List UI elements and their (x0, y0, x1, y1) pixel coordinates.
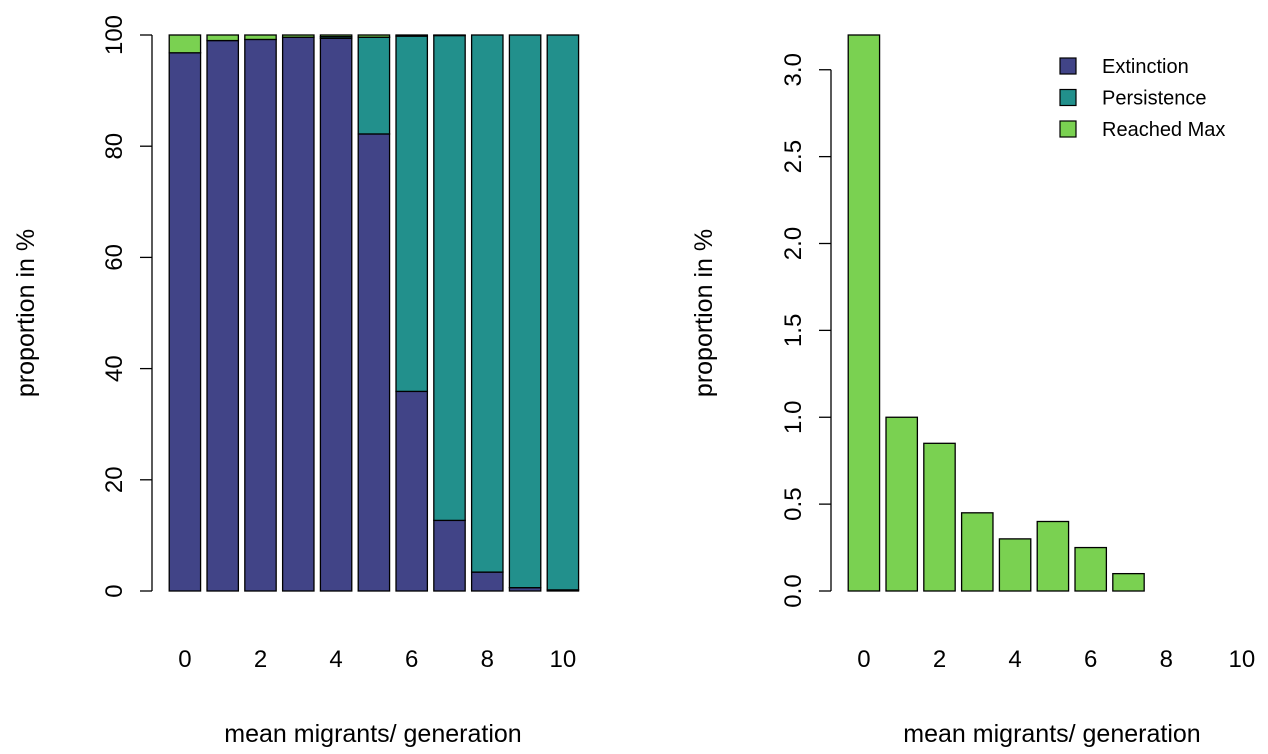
bar-reached-max-1 (206, 34, 240, 42)
bar-extinction-7 (433, 519, 466, 592)
bar-persistence-9 (508, 34, 542, 589)
y-axis-label: proportion in % (690, 229, 718, 397)
legend-swatch (1059, 57, 1077, 75)
legend-swatch (1059, 88, 1077, 107)
bar-extinction-1 (206, 39, 240, 592)
y-tick-label: 40 (101, 355, 128, 382)
bar-extinction-3 (281, 36, 315, 592)
bar-extinction-4 (319, 37, 353, 592)
legend: Extinction Persistence Reached Max (1059, 56, 1225, 141)
bar-reached-max-0 (168, 34, 202, 54)
bar-extinction-0 (168, 52, 202, 592)
bar-persistence-5 (357, 36, 391, 135)
y-tick-label: 100 (101, 15, 128, 55)
x-tick-label: 4 (329, 646, 342, 673)
bar-extinction-2 (244, 38, 277, 592)
y-tick-label: 0.0 (780, 574, 807, 607)
bar-reached-max-6 (1074, 546, 1108, 592)
y-tick-label: 3.0 (780, 53, 807, 86)
x-tick-label: 6 (1084, 646, 1097, 673)
y-tick-label: 0.5 (780, 487, 807, 520)
y-tick-label: 1.0 (780, 401, 807, 434)
legend-label: Persistence (1102, 88, 1207, 110)
legend-swatch (1059, 120, 1077, 138)
bar-reached-max-5 (1036, 520, 1070, 592)
right-bar-chart: 0.0 0.5 1.0 1.5 2.0 2.5 3.0 0 2 4 6 8 10 mean migrant… (690, 34, 1256, 748)
y-axis-label: proportion in % (12, 229, 40, 397)
bar-reached-max-7 (433, 34, 466, 37)
y-tick-label: 2.0 (780, 227, 807, 260)
bar-extinction-6 (395, 390, 429, 592)
x-tick-label: 0 (857, 646, 870, 673)
bar-reached-max-1 (885, 416, 919, 592)
bar-extinction-5 (357, 133, 391, 592)
bar-persistence-6 (395, 35, 429, 393)
bar-reached-max-0 (847, 34, 881, 592)
bar-persistence-10 (546, 34, 580, 591)
legend-label: Extinction (1102, 56, 1189, 78)
y-tick-label: 0 (101, 584, 128, 597)
x-axis-label: mean migrants/ generation (903, 720, 1200, 748)
bar-persistence-7 (433, 34, 466, 522)
bar-persistence-8 (470, 34, 504, 573)
bar-reached-max-2 (923, 442, 956, 592)
x-tick-label: 2 (933, 646, 946, 673)
x-tick-label: 0 (178, 646, 191, 673)
y-tick-label: 20 (101, 466, 128, 493)
bar-reached-max-7 (1112, 572, 1145, 592)
x-tick-label: 10 (1229, 646, 1256, 673)
y-tick-label: 80 (101, 133, 128, 160)
bar-reached-max-2 (244, 34, 277, 41)
bar-reached-max-3 (281, 34, 315, 38)
x-tick-label: 6 (405, 646, 418, 673)
x-tick-label: 10 (550, 646, 577, 673)
y-tick-label: 2.5 (780, 140, 807, 173)
bar-reached-max-6 (395, 34, 429, 37)
bar-reached-max-3 (960, 512, 994, 592)
bar-reached-max-5 (357, 34, 391, 38)
left-stacked-bar-chart: 0 20 40 60 80 100 0 2 4 6 8 10 mean migrants/ genera… (12, 15, 580, 748)
x-tick-label: 8 (481, 646, 494, 673)
y-tick-label: 60 (101, 244, 128, 271)
bar-extinction-8 (470, 571, 504, 592)
x-tick-label: 2 (254, 646, 267, 673)
x-tick-label: 8 (1160, 646, 1173, 673)
y-tick-label: 1.5 (780, 314, 807, 347)
bar-reached-max-4 (998, 538, 1032, 592)
x-axis-label: mean migrants/ generation (224, 720, 521, 748)
bar-reached-max-4 (319, 34, 353, 38)
x-tick-label: 4 (1008, 646, 1021, 673)
legend-label: Reached Max (1102, 119, 1225, 141)
